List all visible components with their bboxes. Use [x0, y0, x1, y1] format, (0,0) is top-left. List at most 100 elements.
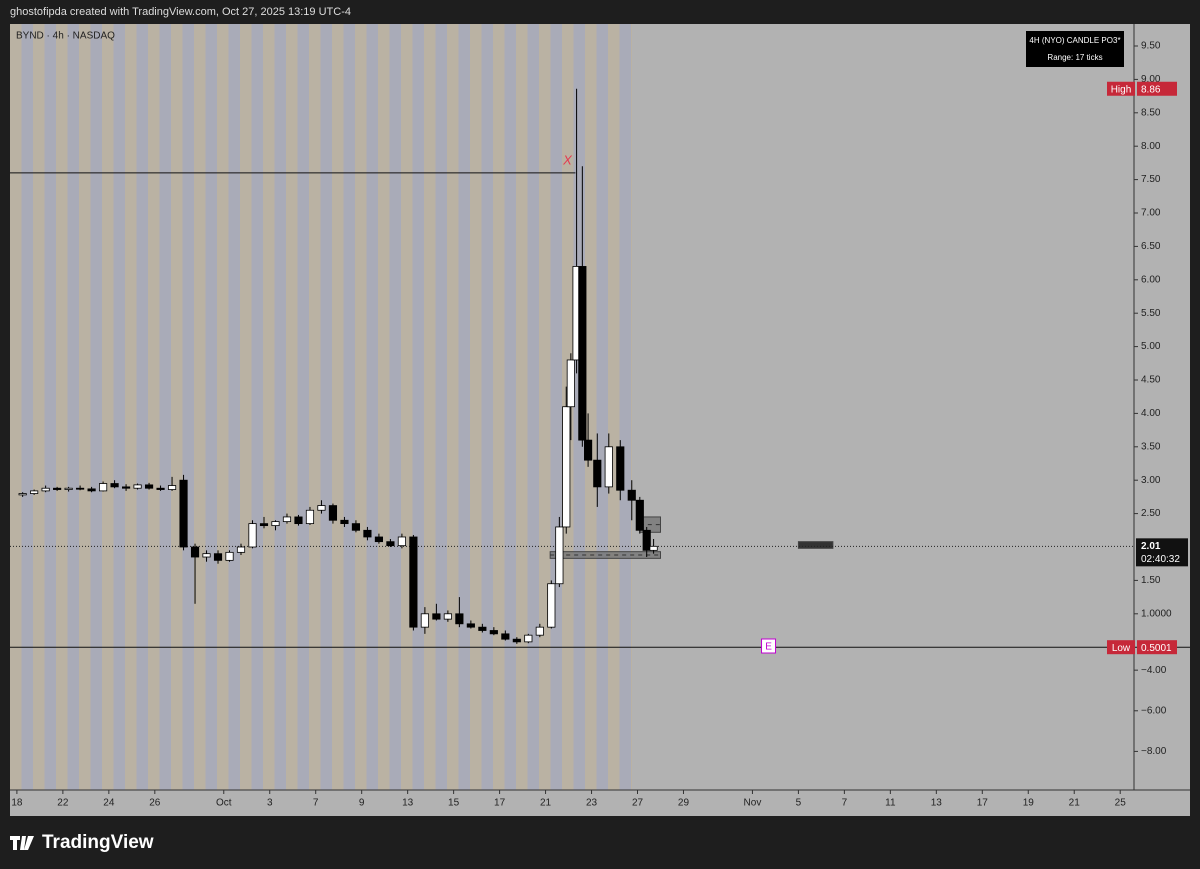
candle-body — [397, 536, 406, 547]
low-badge-label: Low — [1112, 643, 1131, 654]
y-tick-label: 8.50 — [1141, 107, 1161, 118]
last-price-label: 2.01 — [1141, 541, 1161, 552]
header: ghostofipda created with TradingView.com… — [10, 6, 351, 18]
candle-body — [363, 529, 372, 538]
x-tick-label: 7 — [842, 798, 848, 809]
candle-body — [578, 266, 587, 441]
logo: TradingView — [42, 832, 154, 853]
indicator-box — [1026, 31, 1124, 67]
candle-body — [53, 487, 62, 490]
candle-body — [144, 484, 154, 489]
x-tick-label: 17 — [977, 798, 989, 809]
candle-body — [99, 483, 108, 492]
candle-body — [547, 583, 556, 628]
y-tick-label: 7.00 — [1141, 208, 1161, 219]
x-tick-label: 17 — [494, 798, 506, 809]
candle-body — [409, 536, 418, 628]
x-tick-label: 15 — [448, 798, 460, 809]
y-tick-label: 4.50 — [1141, 375, 1161, 386]
y-tick-label: 1.0000 — [1141, 608, 1172, 619]
candle-body — [225, 551, 234, 561]
x-tick-label: 7 — [313, 798, 319, 809]
candle-body — [305, 509, 315, 525]
candle-body — [604, 446, 613, 488]
countdown: 02:40:32 — [1141, 554, 1180, 565]
candle-body — [41, 487, 50, 492]
y-axis-area — [1134, 24, 1190, 790]
candle-body — [18, 493, 27, 496]
candle-body — [478, 626, 487, 631]
y-tick-label: 4.00 — [1141, 408, 1161, 419]
high-price-label: 8.86 — [1141, 84, 1161, 95]
y-tick-label: 9.50 — [1141, 41, 1161, 52]
candle-body — [351, 523, 361, 531]
candle-body — [156, 487, 165, 490]
candle-body — [167, 485, 177, 490]
x-tick-label: 24 — [103, 798, 115, 809]
x-tick-label: 27 — [632, 798, 644, 809]
candle-body — [443, 613, 452, 620]
candle-body — [190, 546, 200, 558]
candle-body — [259, 523, 269, 527]
y-tick-label: −4.00 — [1141, 665, 1167, 676]
x-tick-label: 5 — [796, 798, 802, 809]
candle-body — [340, 519, 349, 525]
y-tick-label: 1.50 — [1141, 575, 1161, 586]
y-tick-label: −8.00 — [1141, 746, 1167, 757]
candle-body — [420, 613, 429, 628]
x-tick-label: 25 — [1115, 798, 1127, 809]
candle-body — [76, 487, 85, 490]
low-price-label: 0.5001 — [1141, 643, 1172, 654]
candle-body — [501, 633, 510, 640]
candle-body — [236, 546, 246, 553]
candle-body — [122, 486, 131, 489]
x-tick-label: 26 — [149, 798, 161, 809]
y-tick-label: 3.50 — [1141, 441, 1161, 452]
candle-body — [489, 630, 498, 635]
candle-body — [282, 516, 292, 523]
candle-body — [584, 439, 593, 461]
candle-body — [635, 499, 644, 531]
x-tick-label: Oct — [216, 798, 232, 809]
candle-body — [386, 541, 395, 547]
x-tick-label: 21 — [1069, 798, 1081, 809]
zone — [797, 541, 834, 549]
earnings-label: E — [765, 642, 772, 653]
candle-body — [627, 489, 636, 501]
candle-body — [524, 634, 533, 643]
last-price-badge — [1136, 538, 1188, 567]
x-tick-label: 21 — [540, 798, 552, 809]
candle-body — [110, 483, 119, 488]
y-tick-label: 2.50 — [1141, 508, 1161, 519]
x-tick-label: 18 — [11, 798, 23, 809]
candle-body — [271, 521, 280, 527]
candle-body — [64, 487, 73, 490]
x-tick-label: 11 — [885, 798, 896, 809]
indicator-range: Range: 17 ticks — [1047, 53, 1102, 62]
indicator-title: 4H (NYO) CANDLE PO3* — [1029, 36, 1120, 45]
candle-body — [466, 623, 475, 628]
x-tick-label: 19 — [1023, 798, 1035, 809]
low-badge — [1107, 640, 1135, 655]
candle-body — [555, 526, 564, 585]
low-price-badge — [1137, 640, 1177, 655]
candle-body — [535, 626, 544, 636]
session-shading — [10, 24, 632, 790]
x-tick-label: 3 — [267, 798, 273, 809]
candle-body — [616, 446, 625, 491]
candle-body — [512, 638, 521, 643]
earnings-badge — [761, 638, 777, 654]
x-tick-label: 9 — [359, 798, 365, 809]
x-tick-label: 13 — [931, 798, 943, 809]
x-tick-label: Nov — [744, 798, 762, 809]
candle-body — [87, 488, 96, 492]
y-tick-label: 5.50 — [1141, 308, 1161, 319]
candle-body — [202, 553, 211, 558]
candle-body — [562, 406, 571, 528]
y-tick-label: 6.00 — [1141, 274, 1161, 285]
y-tick-label: 8.00 — [1141, 141, 1161, 152]
x-tick-label: 13 — [402, 798, 414, 809]
candle-body — [455, 613, 464, 625]
candle-body — [432, 613, 441, 620]
